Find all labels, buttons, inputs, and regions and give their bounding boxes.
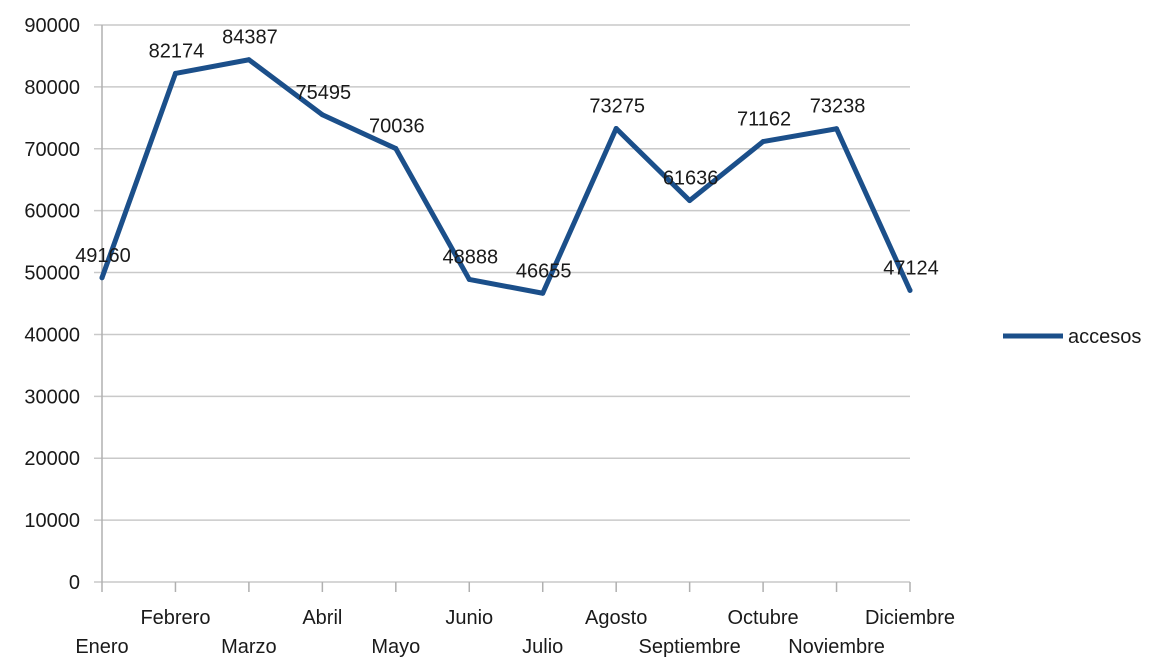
y-tick-label: 40000	[24, 324, 80, 346]
x-axis: Enero Febrero Marzo Abril Mayo Junio Julio Agos…	[75, 582, 955, 658]
x-tick-label: Febrero	[140, 607, 210, 629]
x-tick-label: Diciembre	[865, 607, 955, 629]
data-point	[613, 126, 619, 132]
y-axis: 0 10000 20000 30000 40000 50000 60000 70000 8000…	[24, 15, 103, 594]
data-label: 71162	[737, 109, 791, 131]
y-tick-label: 90000	[24, 15, 80, 37]
x-tick-label: Noviembre	[788, 636, 885, 658]
data-point	[907, 287, 913, 293]
y-tick-label: 60000	[24, 201, 80, 223]
x-tick-label: Abril	[302, 607, 342, 629]
grid	[94, 24, 910, 583]
data-point	[760, 139, 766, 145]
data-label: 70036	[369, 116, 425, 138]
legend: accesos	[1003, 326, 1141, 348]
data-label: 49160	[75, 245, 131, 267]
data-point	[246, 57, 252, 63]
data-label: 61636	[663, 168, 719, 190]
data-label: 48888	[442, 246, 498, 268]
y-tick-label: 0	[69, 572, 80, 594]
y-tick-label: 50000	[24, 263, 80, 285]
data-label: 75495	[296, 82, 352, 104]
data-labels: 49160 82174 84387 75495 70036 48888 46655 73275…	[75, 27, 939, 283]
y-tick-label: 80000	[24, 77, 80, 99]
y-tick-label: 70000	[24, 139, 80, 161]
data-label: 73275	[589, 96, 645, 118]
series-group	[99, 57, 913, 296]
x-tick-label: Enero	[75, 636, 128, 658]
data-label: 46655	[516, 260, 572, 282]
data-point	[393, 146, 399, 152]
x-tick-label: Octubre	[728, 607, 799, 629]
y-tick-label: 20000	[24, 448, 80, 470]
y-tick-label: 10000	[24, 510, 80, 532]
series-line-accesos	[99, 57, 913, 296]
data-label: 82174	[149, 40, 205, 62]
data-label: 84387	[222, 27, 278, 49]
data-point	[687, 198, 693, 204]
y-tick-label: 30000	[24, 386, 80, 408]
x-tick-label: Mayo	[371, 636, 420, 658]
x-tick-label: Agosto	[585, 607, 647, 629]
x-tick-label: Julio	[522, 636, 563, 658]
x-tick-label: Junio	[445, 607, 493, 629]
data-point	[99, 275, 105, 281]
x-tick-label: Marzo	[221, 636, 277, 658]
data-point	[172, 70, 178, 76]
x-tick-label: Septiembre	[638, 636, 740, 658]
data-point	[540, 290, 546, 296]
data-label: 73238	[810, 96, 866, 118]
legend-label: accesos	[1068, 326, 1141, 348]
data-label: 47124	[883, 257, 939, 279]
data-point	[466, 276, 472, 282]
data-point	[834, 126, 840, 132]
data-point	[319, 112, 325, 118]
